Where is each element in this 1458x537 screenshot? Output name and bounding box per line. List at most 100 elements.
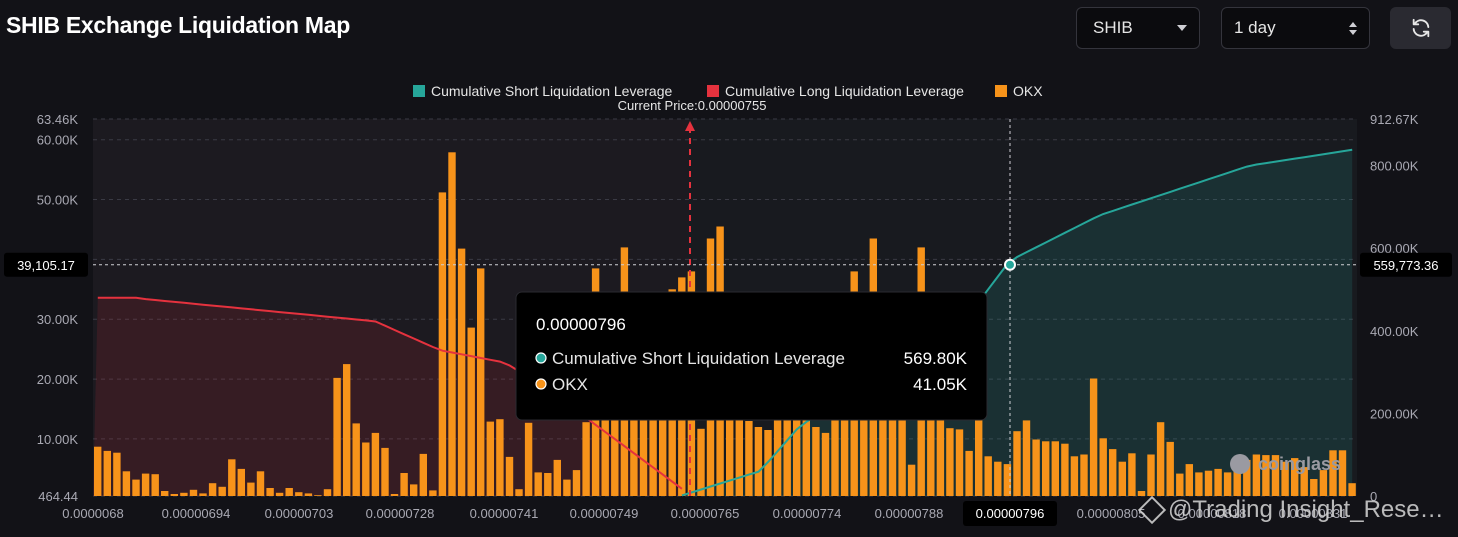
left-axis-tick-label: 10.00K <box>37 432 79 447</box>
watermark: @Trading Insight_Rese… <box>1137 495 1444 525</box>
okx-bar <box>103 450 111 496</box>
okx-bar <box>122 471 131 496</box>
okx-bar <box>1109 449 1117 496</box>
x-axis-tick-label: 0.00000765 <box>671 506 740 521</box>
crosshair-left-label-bg <box>4 252 88 277</box>
liquidation-chart: 63.46K60.00K50.00K40.00K30.00K20.00K10.0… <box>4 83 1452 526</box>
okx-bar <box>208 483 217 496</box>
right-axis-tick-label: 0 <box>1370 489 1377 504</box>
okx-bar <box>256 471 265 496</box>
coin-select-value: SHIB <box>1093 18 1133 37</box>
x-axis-tick-label: 0.0000068 <box>62 506 123 521</box>
okx-bar <box>1137 491 1146 496</box>
okx-bar <box>1166 441 1174 496</box>
legend-label: Cumulative Short Liquidation Leverage <box>431 83 672 99</box>
okx-bar <box>170 494 178 496</box>
okx-bar <box>151 474 159 496</box>
right-axis-tick-label: 600.00K <box>1370 241 1419 256</box>
okx-bar <box>1003 464 1012 496</box>
legend-label: Cumulative Long Liquidation Leverage <box>725 83 964 99</box>
okx-bar <box>975 379 983 496</box>
okx-bar <box>1176 473 1184 496</box>
left-axis-tick-label: 20.00K <box>37 372 79 387</box>
x-axis-tick-label: 0.00000728 <box>366 506 435 521</box>
okx-bar <box>1147 454 1155 496</box>
okx-bar <box>1195 472 1203 496</box>
okx-bar <box>1338 450 1347 496</box>
okx-bar <box>783 355 791 496</box>
okx-bar <box>295 492 303 496</box>
page-title: SHIB Exchange Liquidation Map <box>6 12 350 38</box>
okx-bar <box>1348 483 1356 496</box>
okx-bar <box>457 248 466 496</box>
okx-bar <box>515 489 523 496</box>
current-price-arrow <box>685 121 695 131</box>
okx-bar <box>888 397 897 496</box>
okx-bar <box>429 490 437 496</box>
okx-bar <box>582 422 590 496</box>
tooltip-title: 0.00000796 <box>536 315 626 334</box>
okx-bar <box>697 428 705 496</box>
tooltip-row-label: Cumulative Short Liquidation Leverage <box>552 349 845 368</box>
okx-bar <box>1156 422 1165 496</box>
crosshair-right-label: 559,773.36 <box>1373 258 1438 273</box>
okx-bar <box>544 473 552 496</box>
right-axis-tick-label: 400.00K <box>1370 324 1419 339</box>
okx-bar <box>1271 455 1280 496</box>
okx-bar <box>1233 462 1241 496</box>
x-axis-tick-label: 0.00000703 <box>265 506 334 521</box>
tooltip-box <box>515 291 988 421</box>
interval-select-value: 1 day <box>1234 18 1276 37</box>
x-axis-tick-label: 0.00000818 <box>1178 506 1247 521</box>
okx-bar <box>1042 441 1050 496</box>
current-price-label: Current Price:0.00000755 <box>618 98 767 113</box>
okx-bar <box>1118 461 1126 496</box>
x-axis-tick-label: 0.00000788 <box>875 506 944 521</box>
okx-bar <box>1051 441 1059 496</box>
okx-bar <box>1329 450 1337 496</box>
okx-bar <box>1099 438 1107 496</box>
okx-bar <box>113 452 121 496</box>
okx-bar <box>994 461 1002 496</box>
diamond-icon <box>1137 495 1167 525</box>
okx-bar <box>898 409 906 496</box>
okx-bar <box>1300 467 1308 496</box>
okx-bar <box>831 415 839 496</box>
x-axis-tick-label: 0.00000805 <box>1077 506 1146 521</box>
okx-bar <box>611 364 619 496</box>
okx-bar <box>266 488 274 496</box>
okx-bar <box>371 432 380 496</box>
x-axis-tick-label: 0.00000741 <box>470 506 539 521</box>
crosshair-x-label: 0.00000796 <box>976 506 1045 521</box>
okx-bar <box>94 446 102 496</box>
okx-bar <box>1243 459 1251 496</box>
okx-bar <box>1319 470 1328 496</box>
tooltip-row-value: 41.05K <box>913 375 968 394</box>
legend-swatch <box>413 85 425 97</box>
okx-bar <box>419 453 427 496</box>
x-axis-tick-label: 0.00000749 <box>570 506 639 521</box>
okx-bar <box>218 486 226 496</box>
coin-select[interactable]: SHIB <box>1076 7 1200 49</box>
okx-bar <box>448 152 456 497</box>
tooltip-row-dot <box>535 352 547 364</box>
okx-bar <box>486 421 494 496</box>
crosshair-x-label-bg <box>963 501 1057 526</box>
okx-bar <box>1022 420 1031 496</box>
tooltip-row-dot <box>535 378 547 390</box>
interval-select[interactable]: 1 day <box>1221 7 1370 49</box>
okx-bar <box>965 450 973 496</box>
coinglass-logo-text: coinglass <box>1258 454 1341 474</box>
okx-bar <box>323 489 332 496</box>
okx-bar <box>1214 468 1222 496</box>
okx-bar <box>343 364 351 496</box>
okx-bar <box>735 415 743 496</box>
okx-bar <box>362 442 370 496</box>
refresh-button[interactable] <box>1390 7 1451 49</box>
okx-bar <box>955 429 964 496</box>
long-liquidation-area <box>93 297 682 496</box>
left-axis-tick-label: 50.00K <box>37 193 79 208</box>
okx-bar <box>496 419 504 496</box>
okx-bar <box>400 473 408 496</box>
okx-bar <box>477 268 485 496</box>
